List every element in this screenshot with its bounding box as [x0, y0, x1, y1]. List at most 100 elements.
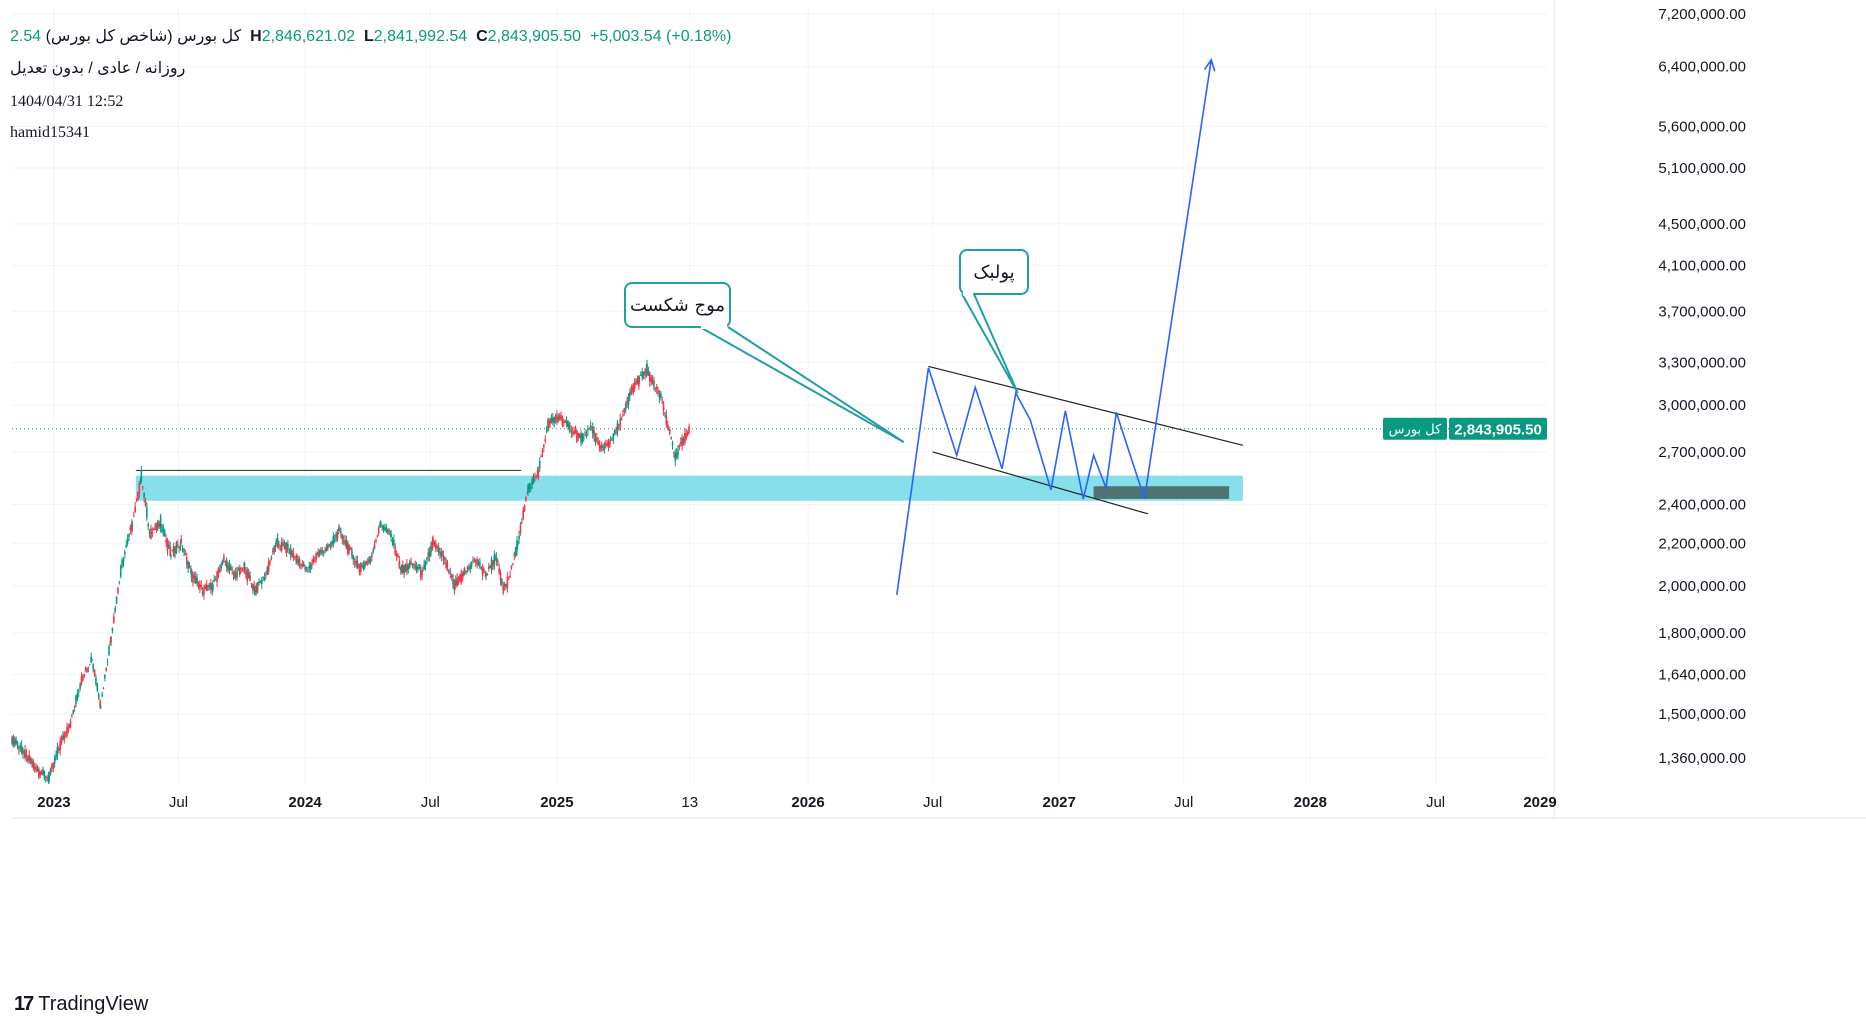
- candle: [397, 554, 399, 558]
- candle: [99, 706, 102, 708]
- candle: [336, 532, 339, 541]
- projection-drawing[interactable]: [896, 57, 1244, 595]
- callout-breakout[interactable]: موج شکست: [624, 282, 905, 443]
- price-tag-value: 2,843,905.50: [1454, 422, 1542, 439]
- candle: [449, 572, 452, 574]
- legend-ohlc[interactable]: کل بورس (شاخص کل بورس) 2.54 H2,846,621.0…: [10, 26, 731, 46]
- candle: [315, 553, 317, 560]
- candle: [531, 479, 533, 486]
- candle: [377, 527, 380, 534]
- candle: [394, 547, 397, 555]
- candle: [274, 545, 277, 548]
- high-label: H: [250, 28, 262, 45]
- candle: [435, 543, 437, 549]
- candle: [13, 738, 16, 747]
- y-tick-label: 5,100,000.00: [1658, 160, 1746, 177]
- candle: [32, 760, 35, 768]
- y-tick-label: 1,500,000.00: [1658, 706, 1746, 723]
- y-tick-label: 5,600,000.00: [1658, 118, 1746, 135]
- candle: [557, 417, 560, 420]
- candle: [655, 386, 658, 389]
- tradingview-brand[interactable]: 17 TradingView: [14, 993, 148, 1016]
- close-label: C: [476, 28, 488, 45]
- candle: [513, 553, 516, 556]
- candle: [204, 585, 207, 590]
- x-tick-label: 2026: [791, 794, 824, 811]
- candle: [629, 392, 631, 397]
- candle: [428, 551, 431, 557]
- candle: [670, 437, 672, 439]
- interval-label: روزانه / عادی / بدون تعدیل: [10, 60, 186, 77]
- candle: [686, 432, 689, 436]
- candle: [236, 571, 238, 578]
- candle: [237, 569, 240, 571]
- candle: [445, 561, 447, 569]
- candle: [22, 751, 24, 754]
- callouts[interactable]: موج شکست پولبک: [624, 249, 1029, 443]
- candle: [300, 565, 302, 567]
- candle: [685, 433, 688, 439]
- candle: [177, 544, 179, 546]
- candle: [71, 714, 73, 717]
- candle: [479, 561, 481, 568]
- candle: [325, 547, 328, 552]
- candle: [439, 551, 441, 555]
- price-axis[interactable]: 7,200,000.00 6,400,000.00 5,600,000.00 5,10…: [12, 0, 1746, 818]
- candle: [42, 769, 44, 775]
- candle: [550, 417, 553, 423]
- candle: [667, 429, 670, 431]
- candle: [547, 420, 550, 427]
- candle: [543, 444, 545, 448]
- y-tick-label: 4,100,000.00: [1658, 257, 1746, 274]
- candle: [642, 371, 645, 375]
- candle: [657, 390, 659, 394]
- projection-path[interactable]: [896, 59, 1213, 595]
- candle: [117, 588, 119, 594]
- channel-upper-line[interactable]: [928, 365, 1244, 446]
- candle: [130, 523, 133, 532]
- candle: [554, 416, 557, 420]
- candle: [532, 477, 535, 484]
- candle: [506, 577, 509, 588]
- candle: [15, 739, 17, 744]
- candle: [304, 567, 306, 570]
- candle: [276, 537, 279, 547]
- candle: [340, 531, 342, 534]
- candle: [77, 691, 80, 693]
- candle: [252, 583, 254, 591]
- candle: [414, 564, 416, 569]
- candle: [386, 530, 389, 533]
- candle: [250, 583, 253, 585]
- candle: [658, 395, 661, 398]
- candle: [368, 557, 370, 562]
- candle: [207, 585, 209, 587]
- candle: [646, 363, 648, 375]
- time-axis[interactable]: 2023 Jul 2024 Jul 2025 13 2026 Jul 2027 Jul 2028 Ju…: [12, 8, 1866, 819]
- candle: [181, 549, 184, 551]
- channel-lower-line[interactable]: [932, 451, 1149, 515]
- callout-breakout-joint: [701, 324, 727, 329]
- candle: [376, 535, 379, 537]
- candle: [270, 557, 273, 560]
- candle: [292, 552, 295, 557]
- candle: [496, 560, 499, 563]
- candle: [282, 544, 284, 546]
- candle: [55, 755, 57, 758]
- candle: [493, 555, 496, 565]
- tradingview-logo-icon: 17: [14, 993, 34, 1015]
- candle: [518, 535, 520, 540]
- candle: [570, 430, 573, 434]
- candle: [584, 432, 586, 434]
- candle: [93, 669, 96, 676]
- x-tick-label: 2029: [1523, 794, 1556, 811]
- callout-pullback[interactable]: پولبک: [959, 249, 1029, 394]
- candle: [578, 434, 581, 439]
- candle: [418, 567, 421, 569]
- symbol-name[interactable]: کل بورس (شاخص کل بورس): [45, 28, 242, 45]
- y-tick-label: 2,200,000.00: [1658, 535, 1746, 552]
- candle: [661, 401, 663, 403]
- candle: [620, 418, 623, 421]
- candle: [307, 569, 309, 571]
- candle: [626, 400, 628, 404]
